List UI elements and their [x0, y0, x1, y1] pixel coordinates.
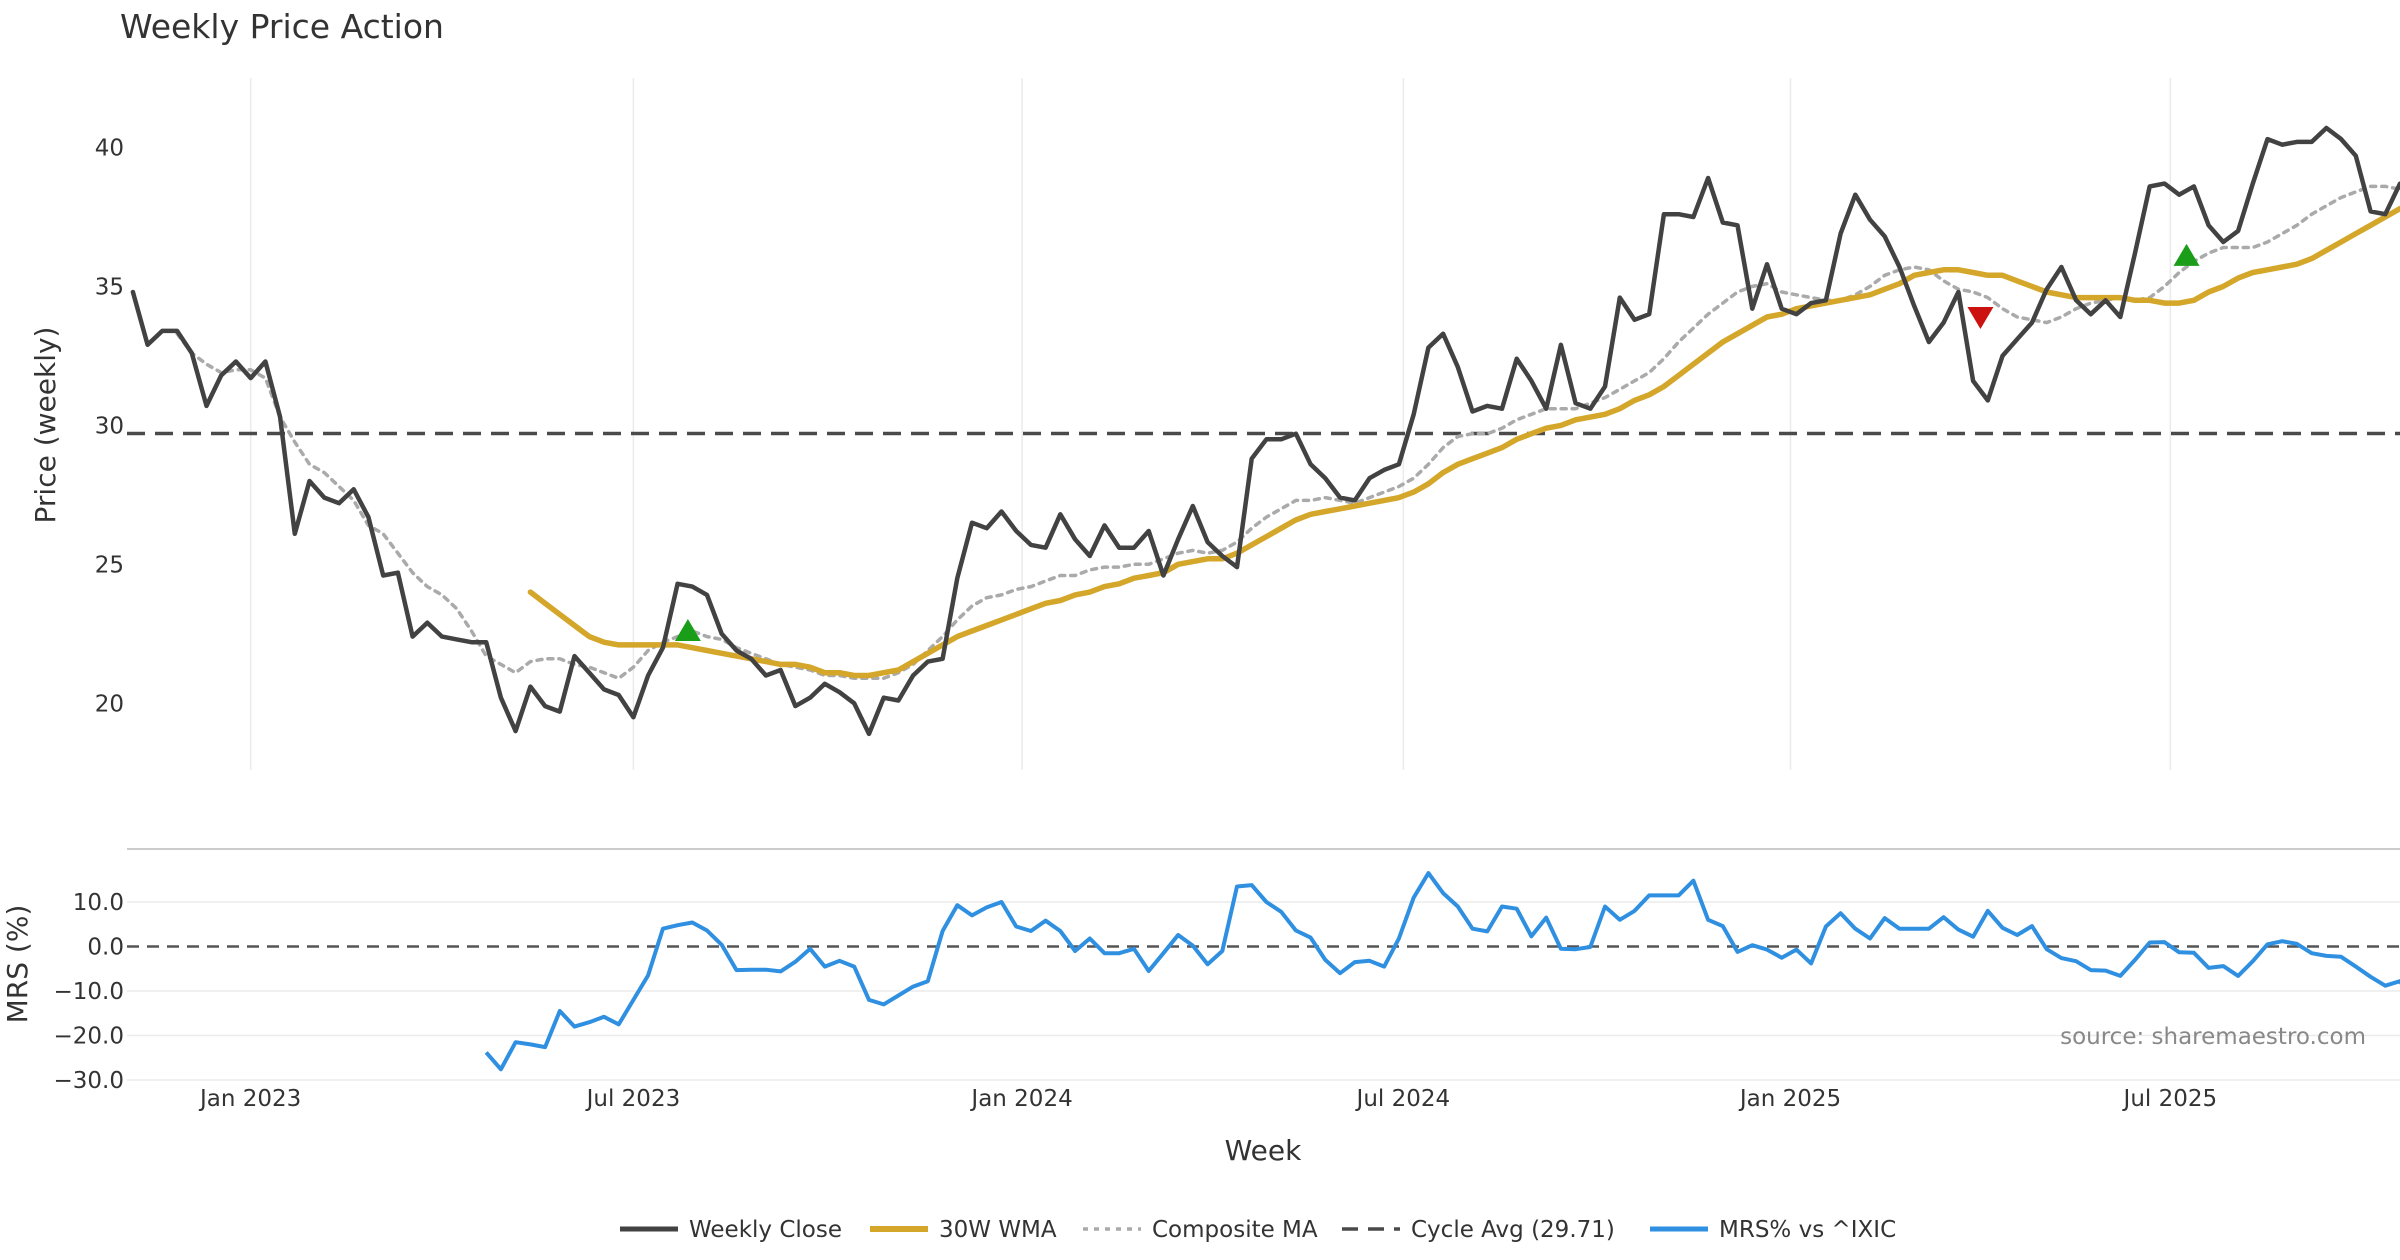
price-y-tick-label: 25 [95, 552, 124, 578]
mrs-y-axis-label: MRS (%) [1, 905, 34, 1024]
price-y-axis-label: Price (weekly) [29, 327, 62, 524]
mrs-y-tick-label: −30.0 [54, 1068, 124, 1094]
legend-label-mrs: MRS% vs ^IXIC [1719, 1217, 1896, 1243]
wma-30w-line [527, 205, 2400, 679]
legend-label-wma: 30W WMA [939, 1217, 1057, 1243]
x-tick-label: Jul 2023 [585, 1086, 681, 1112]
legend-label-close: Weekly Close [689, 1217, 842, 1243]
signal-markers [674, 243, 2200, 642]
legend-label-cycle: Cycle Avg (29.71) [1411, 1217, 1615, 1243]
sell-signal-marker [1967, 307, 1994, 330]
composite-ma-line [175, 184, 2400, 681]
mrs-y-tick-label: −20.0 [54, 1024, 124, 1050]
mrs-y-ticks: 10.0 0.0 −10.0 −20.0 −30.0 [54, 890, 124, 1094]
x-axis-ticks: Jan 2023 Jul 2023 Jan 2024 Jul 2024 Jan 2025… [198, 1086, 2217, 1112]
mrs-grid [127, 901, 2400, 1081]
x-tick-label: Jan 2024 [969, 1086, 1072, 1112]
mrs-y-tick-label: 10.0 [73, 890, 124, 916]
mrs-line [484, 871, 2400, 1072]
mrs-y-tick-label: 0.0 [87, 935, 124, 961]
buy-signal-marker [2173, 243, 2200, 266]
x-axis-label: Week [1225, 1134, 1302, 1167]
price-y-ticks: 20 25 30 35 40 [95, 135, 124, 717]
chart-title: Weekly Price Action [120, 7, 444, 46]
price-y-tick-label: 20 [95, 691, 124, 717]
source-note: source: sharemaestro.com [2060, 1024, 2366, 1050]
buy-signal-marker [674, 619, 701, 642]
legend: Weekly Close 30W WMA Composite MA Cycle Avg… [620, 1217, 1896, 1243]
x-tick-label: Jul 2025 [2122, 1086, 2218, 1112]
x-tick-label: Jul 2024 [1355, 1086, 1451, 1112]
price-y-tick-label: 30 [95, 413, 124, 439]
x-tick-label: Jan 2023 [198, 1086, 301, 1112]
mrs-y-tick-label: −10.0 [54, 979, 124, 1005]
legend-label-composite: Composite MA [1152, 1217, 1318, 1243]
price-series [130, 125, 2400, 737]
price-y-tick-label: 35 [95, 274, 124, 300]
price-y-tick-label: 40 [95, 135, 124, 161]
x-tick-label: Jan 2025 [1738, 1086, 1841, 1112]
price-grid [249, 78, 2172, 770]
mrs-series [484, 871, 2400, 1072]
weekly-close-line [130, 125, 2400, 737]
